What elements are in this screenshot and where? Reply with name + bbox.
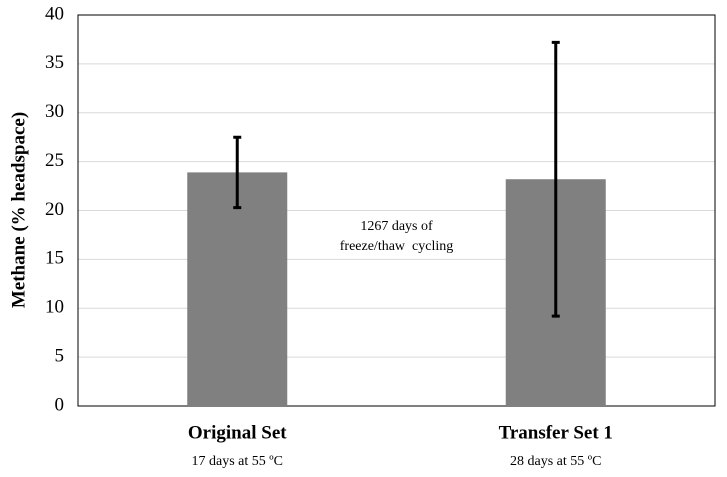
y-tick-label: 40: [45, 3, 64, 24]
error-bar: [233, 135, 242, 210]
x-tick-label: Transfer Set 1: [499, 422, 613, 443]
y-tick-label: 35: [45, 52, 64, 73]
category-note: 17 days at 55 ºC: [192, 454, 283, 469]
y-tick-label: 20: [45, 199, 64, 220]
annotation: 1267 days of: [360, 219, 433, 234]
y-tick-label: 0: [55, 394, 65, 415]
annotation: freeze/thaw cycling: [340, 239, 454, 254]
y-tick-label: 5: [55, 345, 65, 366]
category-note: 28 days at 55 ºC: [510, 454, 601, 469]
y-tick-label: 25: [45, 150, 64, 171]
x-tick-label: Original Set: [188, 422, 287, 443]
y-tick-label: 15: [45, 248, 64, 269]
error-bar: [551, 40, 560, 318]
y-axis-title: Methane (% headspace): [8, 112, 29, 308]
plot-frame: [77, 14, 716, 407]
y-tick-label: 30: [45, 101, 64, 122]
bar: [187, 172, 288, 406]
y-tick-label: 10: [45, 297, 64, 318]
